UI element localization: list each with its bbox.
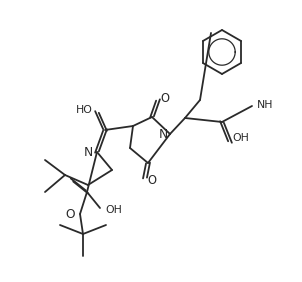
Text: NH: NH [257,100,274,110]
Text: O: O [147,173,156,186]
Text: N: N [84,147,93,160]
Text: HO: HO [76,105,93,115]
Text: O: O [160,91,169,105]
Text: N: N [159,127,168,140]
Text: OH: OH [105,205,122,215]
Text: O: O [65,208,75,221]
Text: OH: OH [232,133,249,143]
